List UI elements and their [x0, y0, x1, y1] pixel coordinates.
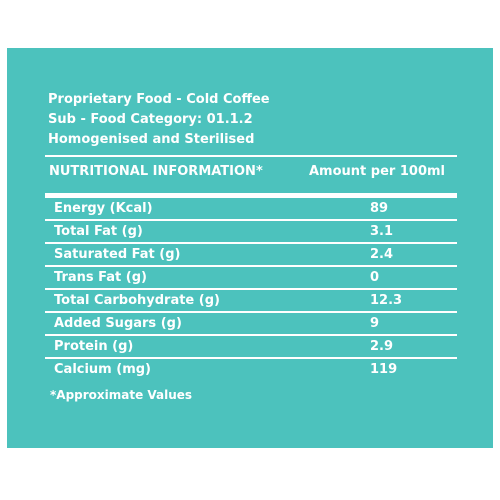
table-row: Trans Fat (g) 0 [7, 267, 493, 290]
nutrition-table: Energy (Kcal) 89 Total Fat (g) 3.1 Satur… [7, 198, 493, 382]
nutrient-value: 119 [370, 362, 398, 377]
table-row: Total Fat (g) 3.1 [7, 221, 493, 244]
nutrient-value: 12.3 [370, 293, 403, 308]
processing-note: Homogenised and Sterilised [48, 132, 255, 147]
nutrient-label: Calcium (mg) [54, 362, 151, 377]
table-header-rule [45, 193, 457, 198]
table-top-rule [45, 155, 457, 157]
nutrient-value: 89 [370, 201, 389, 216]
row-divider [45, 334, 457, 336]
nutrient-label: Added Sugars (g) [54, 316, 182, 331]
row-divider [45, 265, 457, 267]
nutrient-label: Energy (Kcal) [54, 201, 153, 216]
row-divider [45, 288, 457, 290]
nutrient-value: 2.4 [370, 247, 394, 262]
table-row: Total Carbohydrate (g) 12.3 [7, 290, 493, 313]
row-divider [45, 311, 457, 313]
table-header-amount: Amount per 100ml [309, 164, 445, 179]
nutrient-value: 0 [370, 270, 380, 285]
row-divider [45, 242, 457, 244]
table-row: Added Sugars (g) 9 [7, 313, 493, 336]
table-header-label: NUTRITIONAL INFORMATION* [49, 164, 263, 179]
nutrient-label: Protein (g) [54, 339, 134, 354]
row-divider [45, 219, 457, 221]
row-divider [45, 357, 457, 359]
table-row: Calcium (mg) 119 [7, 359, 493, 382]
nutrition-panel: Proprietary Food - Cold Coffee Sub - Foo… [7, 48, 493, 448]
table-row: Saturated Fat (g) 2.4 [7, 244, 493, 267]
nutrient-value: 9 [370, 316, 380, 331]
nutrient-value: 2.9 [370, 339, 394, 354]
nutrient-label: Total Carbohydrate (g) [54, 293, 220, 308]
nutrient-label: Total Fat (g) [54, 224, 143, 239]
nutrient-value: 3.1 [370, 224, 394, 239]
product-name: Proprietary Food - Cold Coffee [48, 92, 270, 107]
table-row: Energy (Kcal) 89 [7, 198, 493, 221]
product-description: Proprietary Food - Cold Coffee Sub - Foo… [48, 90, 270, 150]
footnote: *Approximate Values [50, 388, 193, 402]
table-row: Protein (g) 2.9 [7, 336, 493, 359]
nutrient-label: Saturated Fat (g) [54, 247, 181, 262]
food-category: Sub - Food Category: 01.1.2 [48, 112, 253, 127]
nutrient-label: Trans Fat (g) [54, 270, 147, 285]
